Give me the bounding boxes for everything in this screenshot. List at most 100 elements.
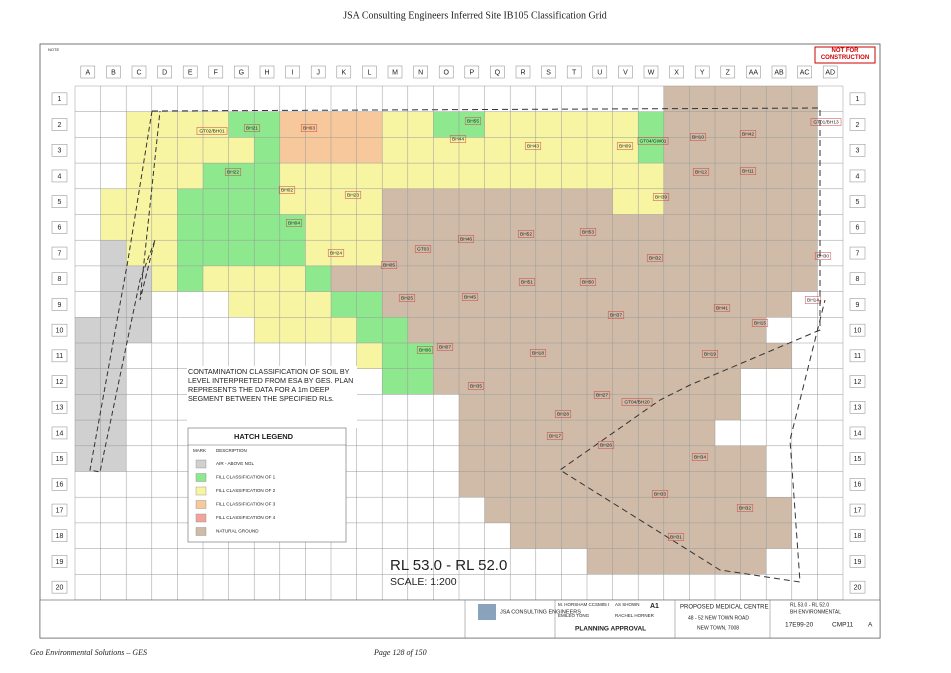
row-label: 19	[56, 559, 64, 566]
suburb: NEW TOWN, 7008	[697, 625, 739, 631]
grid-cell	[689, 265, 715, 292]
column-label-box	[336, 65, 352, 79]
row-label-box	[849, 298, 866, 311]
legend-item: FILL CLASSIFICATION OF 4	[216, 515, 276, 520]
grid-cell	[177, 188, 203, 215]
status: PLANNING APPROVAL	[575, 626, 646, 633]
grid-cell	[561, 343, 587, 369]
grid-cell	[254, 343, 280, 369]
grid-cell	[689, 86, 715, 112]
note: CONTAMINATION CLASSIFICATION OF SOIL BY …	[188, 367, 354, 403]
row-label: 1	[856, 96, 860, 103]
grid-cell	[689, 111, 715, 138]
column-label-box	[566, 65, 582, 79]
grid-cell	[126, 522, 152, 549]
row-label-box	[849, 195, 866, 208]
grid-cell	[126, 497, 152, 523]
grid-cell	[126, 291, 152, 318]
grid-cell	[561, 420, 587, 446]
grid-cell	[459, 548, 485, 575]
grid-cell	[817, 522, 843, 549]
borehole-label: BH23	[347, 192, 359, 198]
grid-cell	[663, 86, 690, 112]
grid-cell	[177, 111, 203, 138]
project: PROPOSED MEDICAL CENTRE	[680, 605, 768, 611]
grid-cell	[612, 548, 639, 575]
grid-cell	[203, 188, 229, 215]
grid-cell	[612, 445, 639, 472]
title-block: JSA CONSULTING ENGINEERS M. HORSHAM CCSM…	[39, 599, 881, 639]
column-label: Y	[700, 69, 705, 76]
borehole-box	[651, 490, 669, 498]
grid-cell	[382, 291, 408, 318]
borehole-label: BH33	[654, 491, 666, 497]
legend-item: FILL CLASSIFICATION OF 3	[216, 502, 276, 507]
grid-cell	[433, 574, 459, 600]
grid-cell	[740, 522, 767, 549]
footer-page: Page 128 of 150	[373, 648, 427, 657]
column-label-box	[157, 65, 172, 79]
grid-cell	[75, 445, 101, 472]
borehole-label: BH50	[582, 279, 594, 285]
level: RL 53.0 - RL 52.0	[390, 557, 507, 574]
row-label-box	[51, 580, 68, 594]
grid-cell	[817, 265, 843, 292]
borehole-box	[380, 261, 398, 269]
grid-cell	[638, 163, 664, 189]
grid-cell	[561, 188, 587, 215]
grid-cell	[100, 317, 127, 343]
grid-cell	[510, 188, 536, 215]
grid-cell	[228, 265, 255, 292]
grid-cell	[535, 291, 562, 318]
grid-cell	[331, 343, 357, 369]
column-label: H	[264, 69, 269, 76]
excavation-boundary	[151, 107, 826, 583]
grid-cell	[356, 471, 383, 498]
grid-cell	[689, 163, 715, 189]
grid-cell	[612, 111, 639, 138]
grid-cell	[484, 317, 511, 343]
grid-cell	[331, 86, 357, 112]
drawn-by: M. HORSHAM CCSM05 I	[558, 602, 609, 607]
grid-cell	[203, 574, 229, 600]
grid-cell	[612, 86, 639, 112]
designed-by: EMILEO TONG	[558, 613, 590, 618]
borehole-box	[464, 117, 482, 125]
drawing-number: CMP11	[832, 622, 854, 629]
grid-cell	[612, 214, 639, 241]
borehole-box	[621, 398, 653, 406]
grid-cell	[715, 522, 741, 549]
borehole-label: GT04/BH20	[624, 399, 650, 405]
borehole-label: BH26	[600, 442, 612, 448]
grid-cell	[433, 265, 459, 292]
row-label-box	[51, 144, 68, 157]
grid-cell	[228, 574, 255, 600]
borehole-box	[593, 391, 611, 399]
grid-cell	[791, 317, 818, 343]
grid-cell	[715, 445, 741, 472]
sheet-size: A1	[650, 603, 659, 610]
grid-cell	[689, 497, 715, 523]
row-label-box	[51, 118, 68, 131]
grid-cell	[407, 445, 434, 472]
grid-cell	[561, 317, 587, 343]
grid-cell	[535, 317, 562, 343]
grid-cell	[177, 214, 203, 241]
grid-cell	[587, 188, 613, 215]
row-label: 4	[58, 173, 62, 180]
row-label-box	[849, 272, 866, 285]
grid-cell	[715, 188, 741, 215]
grid-cell	[740, 163, 767, 189]
borehole-box	[579, 228, 597, 236]
grid-cell	[791, 368, 818, 395]
grid-cell	[203, 343, 229, 369]
grid-cell	[766, 214, 792, 241]
grid-cell	[356, 522, 383, 549]
grid-cell	[254, 214, 280, 241]
grid-cell	[484, 86, 511, 112]
grid-cell	[382, 368, 408, 395]
grid-cell	[689, 317, 715, 343]
column-label-box	[771, 65, 787, 79]
row-label: 11	[56, 353, 63, 360]
grid-cell	[356, 497, 383, 523]
